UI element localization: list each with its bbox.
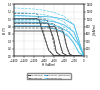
Legend: SmCo5 B(H), SmCo5 J(H), Sm2Co17 (Sm2Co17), Sm2Co17 J(H): SmCo5 B(H), SmCo5 J(H), Sm2Co17 (Sm2Co17… xyxy=(27,73,71,79)
Y-axis label: B (T): B (T) xyxy=(3,27,7,34)
Y-axis label: J (kA/m): J (kA/m) xyxy=(93,24,97,36)
X-axis label: H (kA/m): H (kA/m) xyxy=(42,63,56,67)
